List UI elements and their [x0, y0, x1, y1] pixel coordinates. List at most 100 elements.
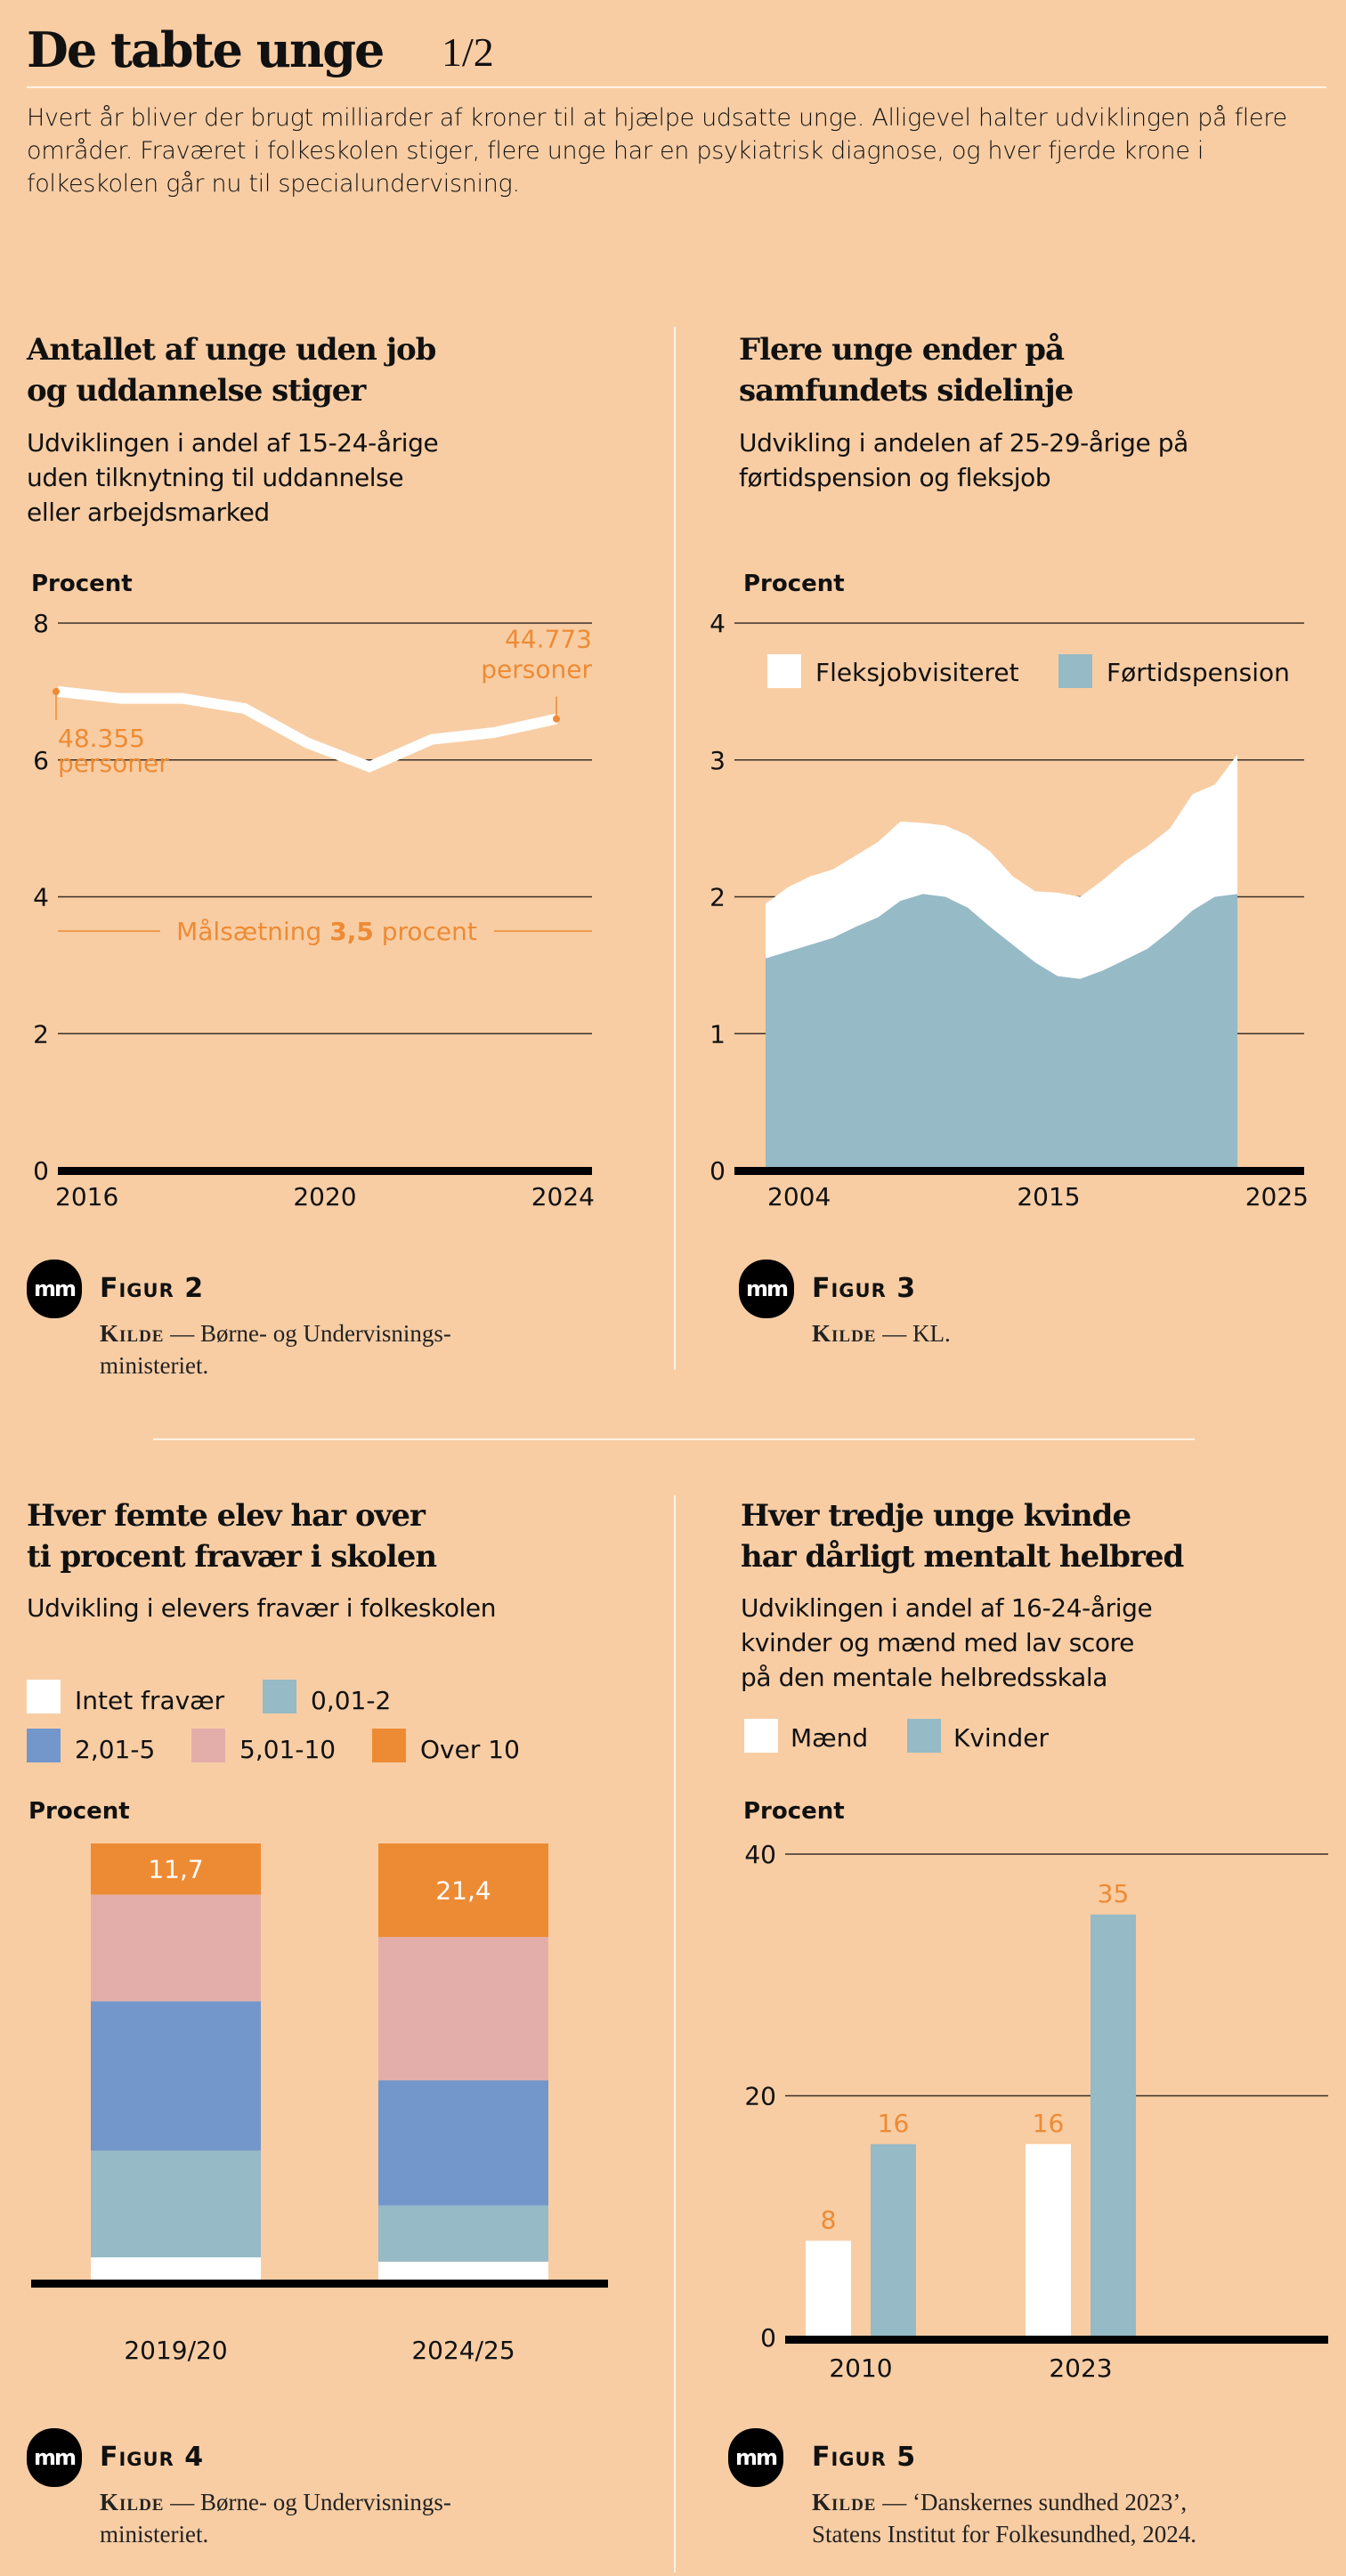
- y-tick-label: 2: [709, 883, 726, 912]
- column-divider-top: [674, 327, 676, 1370]
- x-tick-label: 2023: [1049, 2353, 1112, 2383]
- x-tick-label: 2004: [767, 1182, 831, 1211]
- page-indicator: 1/2: [442, 29, 494, 75]
- bar-segment: [91, 2256, 261, 2280]
- legend-swatch-fortidspension: [1058, 654, 1092, 688]
- figure-3-title-line: Flere unge ender på: [739, 332, 1065, 368]
- source-label: Kilde: [100, 2489, 165, 2515]
- figure-5-label: Figur 5: [812, 2442, 917, 2473]
- bar-segment: [378, 2205, 548, 2262]
- row-divider: [153, 1438, 1195, 1440]
- bar-segment: [91, 2001, 261, 2151]
- data-label: 16: [1033, 2109, 1065, 2138]
- source-label: Kilde: [812, 1320, 877, 1347]
- legend-swatch-kvinder: [907, 1719, 941, 1753]
- y-tick-label: 4: [33, 883, 49, 912]
- figure-2-subtitle: Udviklingen i andel af 15-24-årige uden …: [27, 425, 439, 530]
- figure-5-subtitle-line: Udviklingen i andel af 16-24-årige: [741, 1593, 1153, 1623]
- legend-swatch-maend: [744, 1719, 778, 1753]
- data-label: 16: [878, 2109, 910, 2138]
- x-tick-label: 2016: [55, 1182, 118, 1211]
- x-tick-label: 2024: [531, 1182, 595, 1211]
- source-label: Kilde: [812, 2489, 877, 2515]
- x-axis-baseline: [734, 1167, 1304, 1175]
- source-text: — ‘Danskernes sundhed 2023’,: [882, 2489, 1188, 2515]
- bar-segment: [378, 1843, 548, 1938]
- figure-4-title: Hver femte elev har over ti procent frav…: [27, 1495, 437, 1577]
- data-label: 8: [821, 2205, 837, 2234]
- figure-4-source: Kilde — Børne- og Undervisnings- ministe…: [100, 2486, 451, 2550]
- figure-5-subtitle-line: kvinder og mænd med lav score: [741, 1628, 1134, 1657]
- figure-3-source: Kilde — KL.: [812, 1317, 951, 1349]
- figure-5-subtitle: Udviklingen i andel af 16-24-årige kvind…: [741, 1591, 1153, 1695]
- figure-5-source: Kilde — ‘Danskernes sundhed 2023’, State…: [812, 2486, 1196, 2550]
- legend-label: Kvinder: [953, 1723, 1049, 1753]
- x-tick-label: 2010: [829, 2353, 892, 2383]
- figure-4-title-line: Hver femte elev har over: [27, 1498, 426, 1534]
- legend-swatch: [372, 1729, 406, 1762]
- area-fortidspension: [766, 894, 1237, 1171]
- legend-label: Intet fravær: [75, 1686, 225, 1715]
- source-text: ministeriet.: [100, 1352, 209, 1379]
- figure-2-label: Figur 2: [100, 1273, 205, 1304]
- data-label: 21,4: [435, 1876, 491, 1906]
- legend-swatch: [27, 1729, 61, 1762]
- bar-segment: [91, 2151, 261, 2257]
- source-text: — Børne- og Undervisnings-: [170, 2489, 451, 2515]
- bar-segment: [91, 1894, 261, 2002]
- data-line: [57, 685, 558, 773]
- annotation-value: 44.773: [505, 625, 592, 654]
- figure-5-bar-chart: Mænd Kvinder Procent 0 20 40 8 16 2010 16 35 2023: [743, 1719, 1328, 2383]
- figure-2-subtitle-line: uden tilknytning til uddannelse: [27, 463, 404, 492]
- figure-2-subtitle-line: eller arbejdsmarked: [27, 498, 270, 527]
- legend-label: Fleksjobvisiteret: [815, 658, 1019, 687]
- x-tick-label: 2015: [1017, 1182, 1080, 1211]
- figure-3-subtitle-line: førtidspension og fleksjob: [739, 463, 1051, 492]
- intro-text: Hvert år bliver der brugt milliarder af …: [27, 104, 1287, 198]
- x-tick-label: 2019/20: [124, 2336, 227, 2365]
- figure-5-title-line: har dårligt mentalt helbred: [741, 1539, 1184, 1575]
- legend-label: Førtidspension: [1107, 658, 1290, 687]
- figure-3-label: Figur 3: [812, 1273, 917, 1304]
- legend-swatch: [263, 1680, 296, 1713]
- figure-4-subtitle: Udvikling i elevers fravær i folkeskolen: [27, 1593, 497, 1623]
- legend-swatch: [27, 1680, 61, 1713]
- bar: [871, 2143, 916, 2337]
- y-tick-label: 8: [33, 609, 49, 638]
- y-axis-title: Procent: [743, 1798, 845, 1825]
- mm-logo-icon: mm: [728, 2428, 783, 2487]
- title-divider: [27, 86, 1326, 88]
- x-tick-label: 2024/25: [411, 2336, 515, 2365]
- x-tick-label: 2025: [1245, 1182, 1309, 1211]
- bar: [1091, 1914, 1136, 2337]
- y-tick-label: 2: [33, 1019, 49, 1049]
- bar: [806, 2240, 851, 2337]
- y-tick-label: 6: [33, 746, 49, 775]
- legend-label: 0,01-2: [311, 1686, 391, 1715]
- y-tick-label: 1: [709, 1019, 726, 1049]
- figure-3-title-line: samfundets sidelinje: [739, 373, 1074, 409]
- y-tick-label: 4: [709, 609, 726, 638]
- figure-2-title-line: og uddannelse stiger: [27, 373, 366, 409]
- figure-5-title: Hver tredje unge kvinde har dårligt ment…: [741, 1495, 1184, 1577]
- legend-swatch-fleksjobvisiteret: [767, 654, 801, 688]
- y-axis-title: Procent: [31, 571, 133, 597]
- column-divider-bottom: [674, 1495, 676, 2572]
- y-tick-label: 40: [744, 1840, 776, 1869]
- bar-segment: [378, 2261, 548, 2280]
- figure-3-area-chart: Procent 0 1 2 3 4 Fleksjobvisiteret Førtidspens…: [709, 571, 1309, 1211]
- legend-label: Over 10: [420, 1735, 520, 1764]
- figure-5-subtitle-line: på den mentale helbredsskala: [741, 1663, 1107, 1692]
- mm-logo-icon: mm: [27, 1260, 82, 1318]
- legend-label: Mænd: [791, 1723, 868, 1753]
- y-tick-label: 0: [760, 2323, 776, 2353]
- x-axis-baseline: [785, 2336, 1328, 2344]
- data-label: 35: [1098, 1879, 1130, 1908]
- y-axis-title: Procent: [743, 571, 845, 597]
- annotation-unit: personer: [58, 749, 169, 778]
- x-axis-baseline: [31, 2280, 608, 2288]
- y-tick-label: 20: [744, 2082, 776, 2111]
- figure-4-title-line: ti procent fravær i skolen: [27, 1539, 437, 1575]
- annotation-value: 48.355: [58, 724, 145, 753]
- figure-5-title-line: Hver tredje unge kvinde: [741, 1498, 1131, 1534]
